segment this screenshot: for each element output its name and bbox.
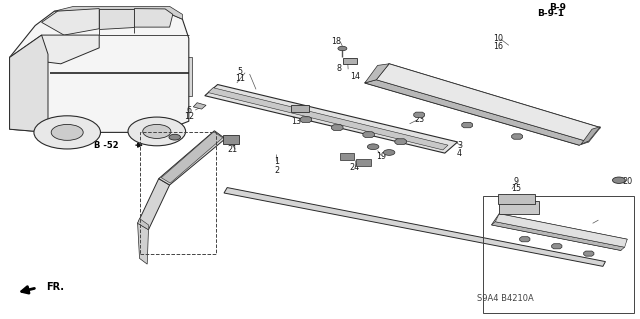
- Polygon shape: [365, 64, 389, 83]
- Circle shape: [169, 134, 180, 140]
- Text: 14: 14: [350, 72, 360, 81]
- Bar: [498, 194, 535, 204]
- Circle shape: [51, 124, 83, 140]
- Text: 19: 19: [376, 152, 387, 161]
- Text: 3: 3: [457, 141, 462, 150]
- Text: 7: 7: [296, 109, 301, 118]
- Text: 6: 6: [186, 106, 191, 115]
- Polygon shape: [581, 127, 600, 144]
- Bar: [343, 58, 357, 64]
- Text: B-9: B-9: [550, 3, 566, 11]
- Polygon shape: [365, 80, 589, 145]
- Polygon shape: [363, 132, 374, 137]
- Bar: [140, 132, 216, 254]
- Polygon shape: [332, 125, 343, 130]
- Text: 24: 24: [349, 163, 360, 172]
- Text: 13: 13: [291, 117, 301, 126]
- Circle shape: [34, 116, 100, 149]
- Text: 1: 1: [274, 157, 279, 166]
- Text: 4: 4: [457, 149, 462, 158]
- Polygon shape: [520, 237, 530, 242]
- Polygon shape: [134, 9, 173, 27]
- Text: 21: 21: [227, 145, 237, 154]
- Text: 23: 23: [414, 115, 424, 124]
- Circle shape: [367, 144, 379, 150]
- Polygon shape: [492, 222, 625, 250]
- Text: 8: 8: [337, 64, 342, 73]
- Polygon shape: [10, 35, 99, 64]
- Polygon shape: [495, 214, 627, 247]
- Polygon shape: [10, 10, 189, 132]
- Text: 12: 12: [184, 112, 194, 121]
- Polygon shape: [414, 112, 425, 117]
- Circle shape: [383, 150, 395, 155]
- Text: 15: 15: [511, 184, 522, 193]
- Polygon shape: [584, 251, 594, 256]
- Bar: [340, 153, 354, 160]
- Text: B-9-1: B-9-1: [537, 9, 564, 18]
- Bar: [356, 159, 371, 166]
- Polygon shape: [10, 35, 48, 132]
- Text: 9: 9: [514, 177, 519, 186]
- Text: 2: 2: [274, 166, 279, 175]
- Polygon shape: [365, 64, 600, 145]
- Polygon shape: [42, 9, 99, 35]
- Polygon shape: [138, 219, 148, 230]
- Polygon shape: [208, 88, 448, 150]
- Polygon shape: [205, 85, 458, 153]
- Circle shape: [338, 46, 347, 51]
- Polygon shape: [376, 64, 600, 142]
- Polygon shape: [552, 244, 562, 249]
- Text: B -52: B -52: [94, 141, 118, 150]
- Polygon shape: [300, 117, 312, 122]
- Polygon shape: [138, 223, 148, 264]
- Text: 17: 17: [160, 137, 170, 146]
- Bar: [186, 57, 192, 96]
- Polygon shape: [138, 179, 170, 230]
- Text: 10: 10: [493, 34, 503, 43]
- Text: FR.: FR.: [46, 282, 64, 292]
- Polygon shape: [159, 131, 225, 185]
- Bar: [291, 105, 309, 112]
- Polygon shape: [492, 214, 627, 250]
- Text: 11: 11: [235, 74, 245, 83]
- Text: 18: 18: [331, 37, 341, 46]
- Circle shape: [143, 124, 171, 138]
- Text: 16: 16: [493, 42, 503, 51]
- Circle shape: [612, 177, 625, 183]
- Polygon shape: [193, 103, 206, 109]
- Text: 20: 20: [622, 177, 632, 186]
- Text: 5: 5: [237, 67, 243, 76]
- Polygon shape: [161, 132, 223, 183]
- Polygon shape: [512, 134, 522, 139]
- Polygon shape: [395, 139, 406, 145]
- Polygon shape: [99, 9, 134, 29]
- Circle shape: [128, 117, 186, 146]
- Polygon shape: [54, 6, 182, 19]
- Polygon shape: [462, 122, 472, 128]
- Bar: [499, 201, 539, 214]
- Text: S9A4 B4210A: S9A4 B4210A: [477, 294, 534, 303]
- Text: 22: 22: [379, 130, 389, 138]
- Polygon shape: [224, 188, 605, 266]
- Bar: [223, 135, 239, 144]
- Bar: [483, 196, 634, 313]
